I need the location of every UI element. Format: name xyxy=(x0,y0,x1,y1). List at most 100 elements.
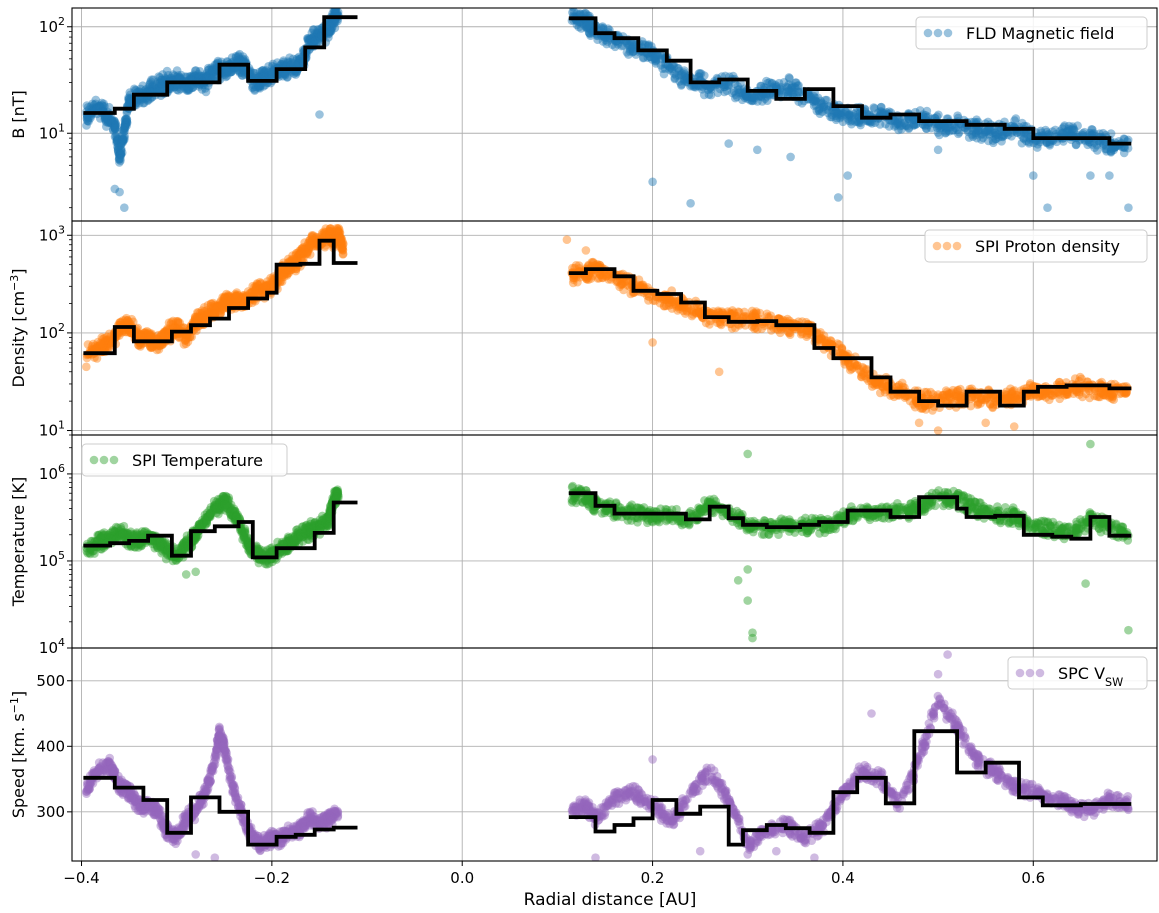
scatter-point xyxy=(698,82,708,92)
scatter-point xyxy=(160,73,170,83)
scatter-point xyxy=(1077,374,1086,384)
y-tick-label: 102 xyxy=(39,321,65,342)
scatter-point xyxy=(118,134,127,144)
scatter-point xyxy=(315,32,325,41)
scatter-point xyxy=(582,22,591,31)
scatter-point xyxy=(100,114,110,124)
scatter-point xyxy=(295,54,305,64)
scatter-point xyxy=(95,101,104,111)
scatter-point xyxy=(624,50,633,59)
scatter-point xyxy=(581,22,590,32)
scatter-point xyxy=(235,67,245,76)
scatter-point xyxy=(677,81,686,90)
scatter-point xyxy=(596,23,606,32)
scatter-point xyxy=(598,22,607,31)
scatter-point xyxy=(112,138,121,147)
scatter-point xyxy=(164,70,173,80)
scatter-point xyxy=(207,73,216,82)
scatter-point xyxy=(225,68,234,77)
scatter-point xyxy=(188,82,198,92)
scatter-point xyxy=(283,57,293,66)
scatter-point xyxy=(238,55,248,64)
scatter-point xyxy=(730,79,740,88)
scatter-point xyxy=(576,24,586,33)
scatter-point xyxy=(125,88,135,97)
scatter-point xyxy=(119,125,128,134)
scatter-point xyxy=(221,67,230,76)
scatter-point xyxy=(695,69,705,78)
scatter-point xyxy=(268,59,278,69)
scatter-point xyxy=(758,97,767,106)
scatter-point xyxy=(705,84,714,93)
scatter-point xyxy=(715,84,725,94)
scatter-point xyxy=(934,110,943,120)
scatter-point xyxy=(846,365,855,375)
scatter-point xyxy=(697,85,707,94)
scatter-point xyxy=(325,26,335,36)
scatter-point xyxy=(124,95,133,105)
scatter-point xyxy=(325,22,335,31)
scatter-point xyxy=(568,8,577,12)
scatter-point xyxy=(645,52,655,62)
legend-B: FLD Magnetic field xyxy=(915,16,1148,50)
scatter-point xyxy=(741,91,751,101)
scatter-point xyxy=(753,325,762,334)
scatter-point xyxy=(157,75,167,85)
scatter-point xyxy=(114,150,124,160)
scatter-point xyxy=(88,99,97,109)
scatter-point xyxy=(747,96,757,105)
scatter-point xyxy=(111,120,121,129)
scatter-point xyxy=(288,54,298,64)
scatter-point xyxy=(176,84,185,94)
scatter-point xyxy=(308,36,317,46)
scatter-point xyxy=(643,41,653,51)
scatter-point xyxy=(197,71,206,81)
scatter-point xyxy=(121,118,131,127)
scatter-point xyxy=(1016,130,1026,140)
scatter-point xyxy=(200,71,209,80)
scatter-point xyxy=(783,87,793,97)
scatter-point xyxy=(205,73,215,83)
scatter-point xyxy=(700,71,709,80)
scatter-point xyxy=(743,92,753,102)
scatter-point xyxy=(120,121,130,131)
scatter-point xyxy=(614,38,623,47)
scatter-point xyxy=(114,148,123,157)
scatter-point xyxy=(330,8,339,16)
scatter-point xyxy=(308,37,318,47)
scatter-point xyxy=(143,96,153,106)
scatter-point xyxy=(289,59,298,69)
scatter-point xyxy=(118,138,127,148)
legend-marker xyxy=(942,241,952,251)
scatter-point xyxy=(107,116,116,125)
scatter-point xyxy=(103,115,112,124)
scatter-point xyxy=(627,43,637,52)
scatter-point xyxy=(757,92,766,102)
scatter-point xyxy=(258,72,268,81)
scatter-point xyxy=(112,133,122,143)
scatter-point xyxy=(186,72,196,81)
scatter-point xyxy=(155,85,165,95)
scatter-point xyxy=(670,69,679,78)
scatter-point xyxy=(953,111,962,120)
scatter-point xyxy=(184,84,194,94)
scatter-point xyxy=(237,70,247,80)
scatter-point xyxy=(261,70,271,80)
scatter-point xyxy=(1050,388,1060,398)
scatter-point xyxy=(121,114,130,124)
scatter-point xyxy=(326,22,335,32)
scatter-point xyxy=(202,71,211,80)
scatter-point xyxy=(97,98,107,108)
scatter-point xyxy=(119,125,128,135)
scatter-point xyxy=(328,23,337,32)
scatter-point xyxy=(116,149,125,158)
scatter-point xyxy=(745,96,755,105)
scatter-point xyxy=(292,56,302,65)
scatter-point xyxy=(280,69,289,79)
scatter-point xyxy=(116,145,126,155)
scatter-point xyxy=(111,121,120,130)
scatter-point xyxy=(647,42,656,51)
scatter-point xyxy=(82,101,92,110)
scatter-point xyxy=(120,120,130,130)
scatter-point xyxy=(667,66,677,76)
